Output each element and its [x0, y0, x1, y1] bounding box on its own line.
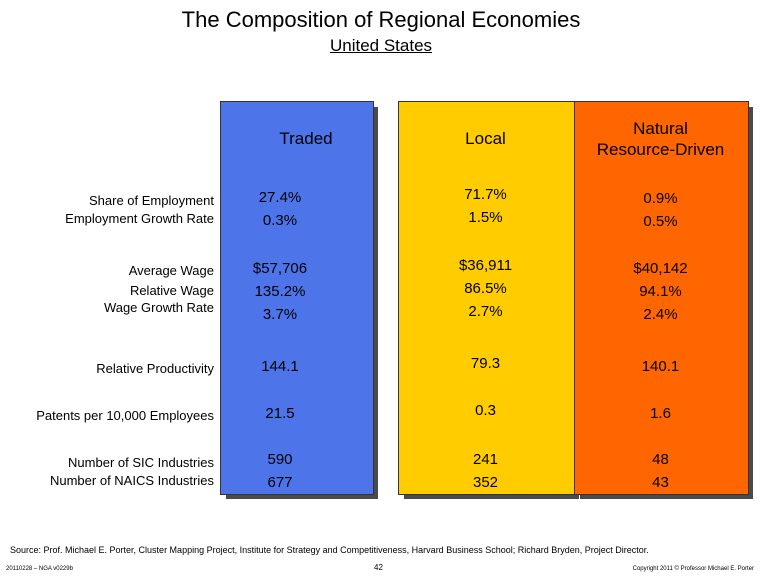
page-subtitle: United States	[329, 36, 433, 55]
local-industries-cell: 241 352	[398, 448, 573, 494]
local-avg-wage: $36,911	[458, 257, 513, 274]
page-title: The Composition of Regional Economies	[181, 7, 581, 32]
label-employment-share: Share of Employment	[88, 193, 214, 208]
traded-sic: 590	[267, 451, 293, 468]
natural-industries-cell: 48 43	[574, 448, 747, 494]
source-note: Source: Prof. Michael E. Porter, Cluster…	[10, 545, 649, 555]
natural-header: Natural Resource-Driven	[574, 118, 747, 160]
local-column	[398, 101, 575, 495]
page-number: 42	[374, 563, 383, 572]
local-productivity: 79.3	[470, 355, 501, 372]
label-wage-growth: Wage Growth Rate	[103, 300, 214, 315]
local-employment-share: 71.7%	[464, 186, 507, 203]
local-wage-growth: 2.7%	[468, 303, 503, 320]
natural-column	[574, 101, 749, 495]
natural-employment-growth: 0.5%	[643, 213, 678, 230]
traded-employment-growth: 0.3%	[262, 212, 298, 229]
label-naics: Number of NAICS Industries	[49, 473, 214, 488]
natural-employment-cell: 0.9% 0.5%	[574, 187, 747, 233]
traded-wage-growth: 3.7%	[262, 306, 298, 323]
local-header: Local	[465, 129, 506, 148]
local-wage-cell: $36,911 86.5% 2.7%	[398, 254, 573, 323]
local-patents: 0.3	[475, 402, 496, 419]
traded-avg-wage: $57,706	[252, 260, 308, 277]
natural-avg-wage: $40,142	[633, 260, 688, 277]
traded-relative-wage: 135.2%	[254, 283, 306, 300]
natural-naics: 43	[652, 474, 669, 491]
local-relative-wage: 86.5%	[464, 280, 507, 297]
row-label-employment: Share of Employment Employment Growth Ra…	[65, 192, 214, 228]
row-label-industries: Number of SIC Industries Number of NAICS…	[50, 454, 214, 490]
label-avg-wage: Average Wage	[128, 263, 214, 278]
natural-header-line1: Natural	[633, 119, 688, 138]
traded-productivity: 144.1	[261, 358, 299, 375]
natural-productivity: 140.1	[641, 358, 680, 375]
local-employment-growth: 1.5%	[468, 209, 503, 226]
natural-employment-share: 0.9%	[643, 190, 678, 207]
natural-sic: 48	[652, 451, 669, 468]
natural-relative-wage: 94.1%	[639, 283, 682, 300]
label-patents: Patents per 10,000 Employees	[36, 408, 214, 423]
label-employment-growth: Employment Growth Rate	[65, 211, 214, 226]
footer-copyright: Copyright 2011 © Professor Michael E. Po…	[632, 566, 754, 572]
traded-employment-cell: 27.4% 0.3%	[220, 186, 340, 232]
traded-wage-cell: $57,706 135.2% 3.7%	[220, 257, 340, 326]
footer-doc-id: 20110228 – NGA v0229b	[6, 566, 73, 572]
natural-patents: 1.6	[650, 405, 671, 422]
natural-header-line2: Resource-Driven	[596, 140, 725, 159]
natural-wage-cell: $40,142 94.1% 2.4%	[574, 257, 747, 326]
traded-column	[220, 101, 374, 495]
label-relative-wage: Relative Wage	[129, 283, 214, 298]
local-sic: 241	[472, 451, 499, 468]
traded-naics: 677	[267, 474, 293, 491]
local-employment-cell: 71.7% 1.5%	[398, 183, 573, 229]
local-naics: 352	[472, 474, 499, 491]
traded-employment-share: 27.4%	[258, 189, 302, 206]
natural-wage-growth: 2.4%	[643, 306, 678, 323]
row-label-wage: Average Wage Relative Wage Wage Growth R…	[104, 261, 214, 318]
traded-header: Traded	[279, 129, 333, 148]
traded-patents: 21.5	[265, 405, 295, 422]
label-sic: Number of SIC Industries	[68, 455, 214, 470]
label-productivity: Relative Productivity	[96, 361, 214, 376]
traded-industries-cell: 590 677	[220, 448, 340, 494]
